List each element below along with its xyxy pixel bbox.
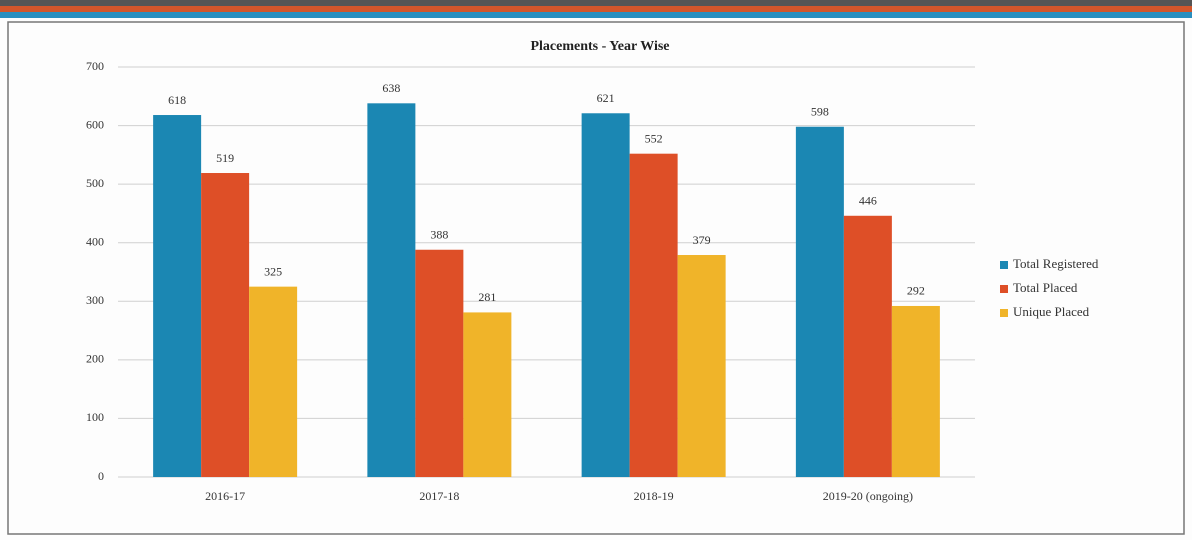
bar	[677, 255, 726, 477]
top-band	[0, 0, 1192, 6]
data-label: 388	[430, 227, 448, 241]
data-label: 446	[859, 194, 877, 208]
y-tick-label: 0	[98, 469, 104, 483]
legend-text: Total Registered	[1013, 256, 1099, 271]
x-tick-label: 2017-18	[419, 489, 459, 503]
data-label: 598	[811, 104, 829, 118]
bar	[891, 305, 940, 477]
bar	[843, 215, 892, 477]
y-tick-label: 300	[86, 293, 104, 307]
x-tick-label: 2019-20 (ongoing)	[823, 489, 913, 503]
y-tick-label: 700	[86, 59, 104, 73]
data-label: 618	[168, 93, 186, 107]
bar	[415, 249, 464, 477]
bar	[153, 115, 202, 478]
data-label: 638	[382, 81, 400, 95]
bar	[629, 153, 678, 477]
bar	[249, 286, 298, 477]
top-stripe-blue	[0, 12, 1192, 18]
legend-swatch	[1000, 285, 1008, 293]
legend-swatch	[1000, 309, 1008, 317]
data-label: 379	[693, 233, 711, 247]
x-tick-label: 2016-17	[205, 489, 245, 503]
y-tick-label: 200	[86, 352, 104, 366]
data-label: 621	[597, 91, 615, 105]
frame	[7, 21, 1185, 535]
bar	[795, 126, 844, 477]
data-label: 519	[216, 151, 234, 165]
legend-text: Unique Placed	[1013, 304, 1090, 319]
legend-swatch	[1000, 261, 1008, 269]
top-stripe-orange	[0, 6, 1192, 12]
y-tick-label: 600	[86, 117, 104, 131]
legend-text: Total Placed	[1013, 280, 1078, 295]
bar	[367, 103, 416, 478]
bar	[581, 113, 630, 478]
x-tick-label: 2018-19	[634, 489, 674, 503]
chart-title: Placements - Year Wise	[530, 39, 669, 54]
data-label: 292	[907, 284, 925, 298]
bar	[463, 312, 512, 477]
data-label: 281	[478, 290, 496, 304]
data-label: 552	[645, 131, 663, 145]
y-tick-label: 400	[86, 234, 104, 248]
data-label: 325	[264, 264, 282, 278]
bar	[201, 173, 250, 477]
y-tick-label: 500	[86, 176, 104, 190]
y-tick-label: 100	[86, 410, 104, 424]
